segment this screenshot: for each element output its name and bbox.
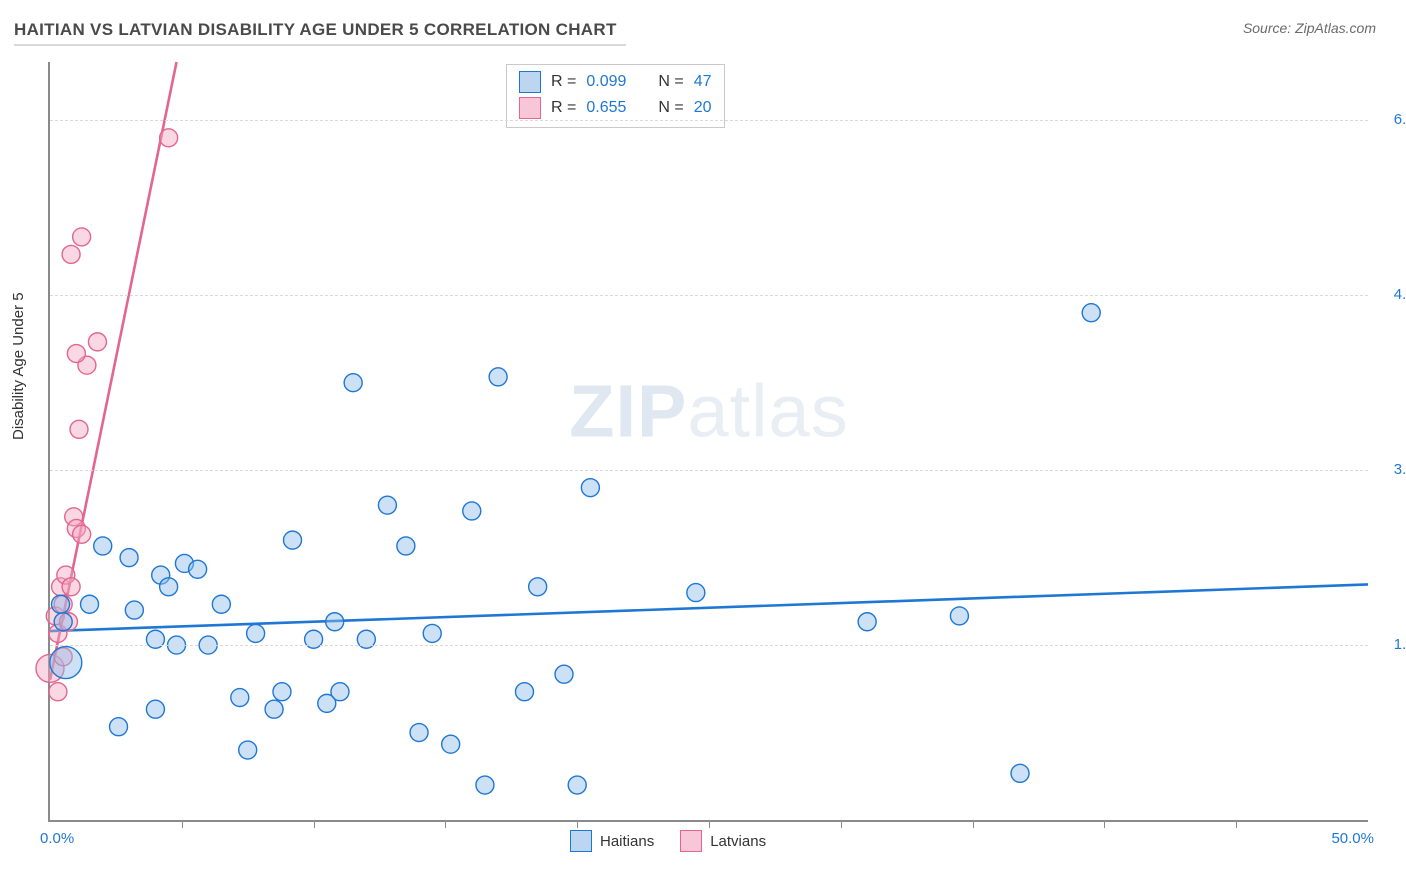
haitians-point bbox=[581, 479, 599, 497]
legend-top-row: R = 0.099 N = 47 bbox=[519, 69, 712, 95]
legend-series: Haitians Latvians bbox=[570, 830, 766, 852]
legend-bottom-item: Haitians bbox=[570, 830, 654, 852]
x-tick bbox=[709, 820, 710, 828]
legend-swatch bbox=[570, 830, 592, 852]
header: HAITIAN VS LATVIAN DISABILITY AGE UNDER … bbox=[0, 0, 1406, 48]
haitians-point bbox=[1011, 764, 1029, 782]
x-tick bbox=[445, 820, 446, 828]
gridline bbox=[50, 645, 1368, 646]
legend-n-label: N = bbox=[658, 69, 683, 95]
haitians-point bbox=[160, 578, 178, 596]
y-tick-label: 4.5% bbox=[1378, 286, 1406, 303]
legend-r-label: R = bbox=[551, 95, 576, 121]
x-tick bbox=[973, 820, 974, 828]
latvians-point bbox=[73, 228, 91, 246]
haitians-trend-line bbox=[50, 584, 1368, 631]
legend-bottom-item: Latvians bbox=[680, 830, 766, 852]
haitians-point bbox=[265, 700, 283, 718]
haitians-point bbox=[463, 502, 481, 520]
y-axis-label: Disability Age Under 5 bbox=[10, 292, 27, 440]
haitians-point bbox=[231, 689, 249, 707]
haitians-point bbox=[125, 601, 143, 619]
haitians-point bbox=[423, 624, 441, 642]
haitians-point bbox=[284, 531, 302, 549]
haitians-point bbox=[326, 613, 344, 631]
x-tick bbox=[182, 820, 183, 828]
x-tick bbox=[841, 820, 842, 828]
x-tick bbox=[577, 820, 578, 828]
haitians-point bbox=[442, 735, 460, 753]
x-axis-max-label: 50.0% bbox=[1331, 830, 1374, 847]
x-tick bbox=[314, 820, 315, 828]
latvians-point bbox=[62, 578, 80, 596]
haitians-point bbox=[239, 741, 257, 759]
latvians-point bbox=[70, 420, 88, 438]
haitians-point bbox=[950, 607, 968, 625]
legend-series-label: Haitians bbox=[600, 833, 654, 850]
legend-series-label: Latvians bbox=[710, 833, 766, 850]
haitians-point bbox=[331, 683, 349, 701]
haitians-point bbox=[687, 584, 705, 602]
haitians-point bbox=[110, 718, 128, 736]
gridline bbox=[50, 470, 1368, 471]
haitians-point bbox=[529, 578, 547, 596]
haitians-point bbox=[52, 595, 70, 613]
haitians-point bbox=[397, 537, 415, 555]
haitians-point bbox=[54, 613, 72, 631]
haitians-point bbox=[489, 368, 507, 386]
x-tick bbox=[1236, 820, 1237, 828]
legend-r-value: 0.099 bbox=[586, 69, 626, 95]
haitians-point bbox=[50, 647, 82, 679]
haitians-point bbox=[1082, 304, 1100, 322]
legend-r-value: 0.655 bbox=[586, 95, 626, 121]
latvians-point bbox=[73, 525, 91, 543]
latvians-point bbox=[62, 245, 80, 263]
chart-title: HAITIAN VS LATVIAN DISABILITY AGE UNDER … bbox=[14, 20, 617, 40]
haitians-point bbox=[410, 724, 428, 742]
haitians-point bbox=[273, 683, 291, 701]
legend-swatch bbox=[519, 97, 541, 119]
legend-n-label: N = bbox=[658, 95, 683, 121]
y-tick-label: 1.5% bbox=[1378, 636, 1406, 653]
latvians-point bbox=[88, 333, 106, 351]
haitians-point bbox=[476, 776, 494, 794]
x-tick bbox=[1104, 820, 1105, 828]
haitians-point bbox=[81, 595, 99, 613]
haitians-point bbox=[146, 700, 164, 718]
haitians-point bbox=[247, 624, 265, 642]
chart-svg bbox=[50, 62, 1368, 820]
legend-correlation: R = 0.099 N = 47 R = 0.655 N = 20 bbox=[506, 64, 725, 128]
legend-r-label: R = bbox=[551, 69, 576, 95]
haitians-point bbox=[189, 560, 207, 578]
legend-n-value: 20 bbox=[694, 95, 712, 121]
legend-top-row: R = 0.655 N = 20 bbox=[519, 95, 712, 121]
gridline bbox=[50, 120, 1368, 121]
haitians-point bbox=[94, 537, 112, 555]
x-axis-min-label: 0.0% bbox=[40, 830, 74, 847]
gridline bbox=[50, 295, 1368, 296]
haitians-point bbox=[120, 549, 138, 567]
source-attribution: Source: ZipAtlas.com bbox=[1243, 20, 1376, 36]
legend-n-value: 47 bbox=[694, 69, 712, 95]
haitians-point bbox=[378, 496, 396, 514]
y-tick-label: 6.0% bbox=[1378, 111, 1406, 128]
y-tick-label: 3.0% bbox=[1378, 461, 1406, 478]
haitians-point bbox=[515, 683, 533, 701]
legend-swatch bbox=[680, 830, 702, 852]
latvians-point bbox=[67, 345, 85, 363]
haitians-point bbox=[568, 776, 586, 794]
title-underline bbox=[14, 44, 626, 46]
legend-swatch bbox=[519, 71, 541, 93]
plot-area: ZIPatlas R =0.099N =47R =0.655N =20 1.5%… bbox=[48, 62, 1368, 822]
latvians-point bbox=[160, 129, 178, 147]
haitians-point bbox=[344, 374, 362, 392]
haitians-point bbox=[212, 595, 230, 613]
haitians-point bbox=[555, 665, 573, 683]
haitians-point bbox=[858, 613, 876, 631]
latvians-point bbox=[49, 683, 67, 701]
